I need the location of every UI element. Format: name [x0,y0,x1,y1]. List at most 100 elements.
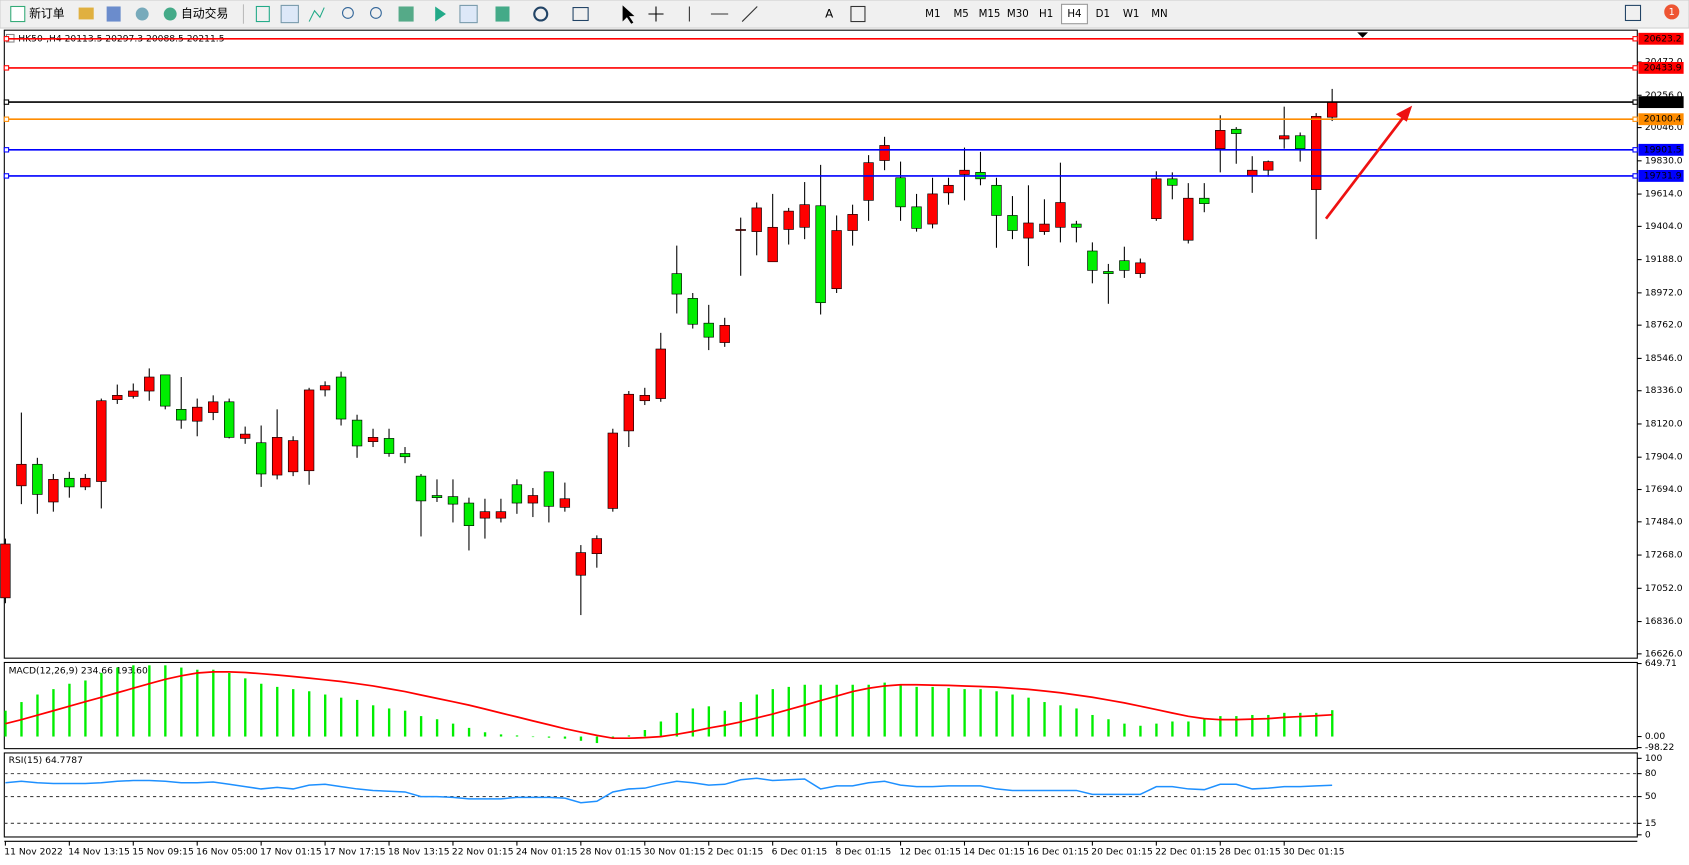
new-order-label[interactable]: 新订单 [29,7,65,21]
candle-body [303,389,315,472]
timeframe-button[interactable]: H1 [1039,9,1053,20]
candle-body [559,498,571,508]
macd-bar [627,735,631,737]
timeframe-button[interactable]: MN [1151,9,1167,20]
new-order-icon[interactable] [10,5,26,23]
candle-body [863,162,874,201]
macd-bar [803,684,806,737]
level-label: 19901.5 [1644,145,1682,155]
candle-body [927,193,938,225]
text-tool[interactable]: A [825,7,833,21]
macd-bar [1155,723,1158,737]
y-tick-label: 50 [1645,792,1657,802]
label-tool[interactable] [850,5,866,23]
macd-bar [1059,705,1062,737]
macd-bar [292,689,295,737]
macd-bar [675,712,679,737]
notification-badge[interactable] [1664,4,1680,20]
macd-bar [595,736,599,744]
timeframe-button[interactable]: M1 [925,9,940,20]
level-label: 20433.9 [1644,63,1682,73]
bar-chart-icon[interactable] [255,5,270,23]
macd-bar [1315,712,1318,737]
auto-trading-label[interactable]: 自动交易 [181,7,228,21]
candle-body [1263,161,1274,171]
y-tick-label: 16626.0 [1645,649,1683,659]
candle-body [1183,197,1194,241]
indicator-title: RSI(15) 64.7787 [9,756,84,766]
crosshair-icon[interactable] [648,6,664,22]
candle-body [176,409,187,421]
candle-body [591,538,603,555]
macd-bar [851,684,854,737]
macd-bar [547,736,551,738]
zoom-out-icon[interactable] [370,7,382,19]
y-tick-label: 18972.0 [1645,288,1683,298]
y-tick-label: 20046.0 [1645,123,1683,133]
y-tick-label: 18762.0 [1645,321,1683,331]
indicators-icon[interactable] [495,6,510,22]
candle-body [383,438,395,454]
level-label: 20211.5 [1644,98,1682,108]
toolbar-icon[interactable] [78,7,94,20]
timeframe-button[interactable]: H4 [1067,9,1081,20]
candle-body [208,401,219,413]
indicator-title: MACD(12,26,9) 234.66 193.60 [9,667,148,677]
timeframe-button[interactable]: M15 [979,9,1001,20]
timeframe-button[interactable]: M5 [953,9,968,20]
timeframe-bar: M1 M5 M15 M30 H1 H4 D1 W1 MN [925,3,1168,25]
macd-bar [196,669,199,737]
macd-panel [3,661,1638,750]
tile-icon[interactable] [398,6,414,22]
line-tools[interactable] [688,6,758,22]
macd-bar [467,727,471,737]
x-tick-label: 16 Nov 05:00 [196,848,258,858]
y-tick-label: 0.00 [1645,732,1666,742]
macd-bar [691,708,695,737]
notification-count[interactable]: 1 [1669,7,1675,18]
y-tick-label: 17484.0 [1645,517,1683,527]
level-handle [1632,99,1638,105]
level-label-bg [1638,61,1684,74]
autoscroll-icon[interactable] [435,6,446,22]
macd-bar [915,686,918,737]
toolbar-buttons[interactable]: 新订单 自动交易 A 1 [10,4,1680,24]
candle-chart-icon[interactable] [280,4,299,24]
periods-icon[interactable] [533,6,549,22]
macd-bar [947,688,950,737]
timeframe-button[interactable]: M30 [1007,9,1029,20]
timeframe-selected [1061,3,1088,25]
macd-bar [419,716,423,737]
candle-body [1247,169,1258,176]
macd-bar [899,684,902,737]
macd-bar [132,665,135,737]
toolbar-icon[interactable] [135,7,149,21]
candle-body [991,184,1002,216]
search-icon[interactable] [1624,4,1642,22]
candle-body [255,442,267,475]
candle-body [735,229,746,231]
candle-body [1326,101,1338,118]
toolbar [0,0,1689,29]
timeframe-button[interactable]: W1 [1123,9,1140,20]
timeframe-button[interactable]: D1 [1096,9,1110,20]
shift-icon[interactable] [459,4,478,24]
zoom-in-icon[interactable] [342,7,354,19]
macd-bar [835,684,838,737]
macd-bar [931,686,934,737]
candle-body [1119,260,1130,271]
macd-bar [563,736,567,739]
level-label: 19731.9 [1644,171,1682,181]
y-tick-label: 16836.0 [1645,617,1683,627]
macd-bar [531,736,535,738]
auto-trading-icon[interactable] [163,7,177,21]
line-chart-icon[interactable] [308,7,325,22]
macd-bar [1171,721,1174,737]
toolbar-icon[interactable] [106,6,121,22]
cursor-icon[interactable] [622,5,635,24]
level-handle [3,36,10,42]
y-tick-label: 100 [1645,754,1663,764]
templates-icon[interactable] [572,7,589,22]
rsi-panel [3,752,1638,838]
